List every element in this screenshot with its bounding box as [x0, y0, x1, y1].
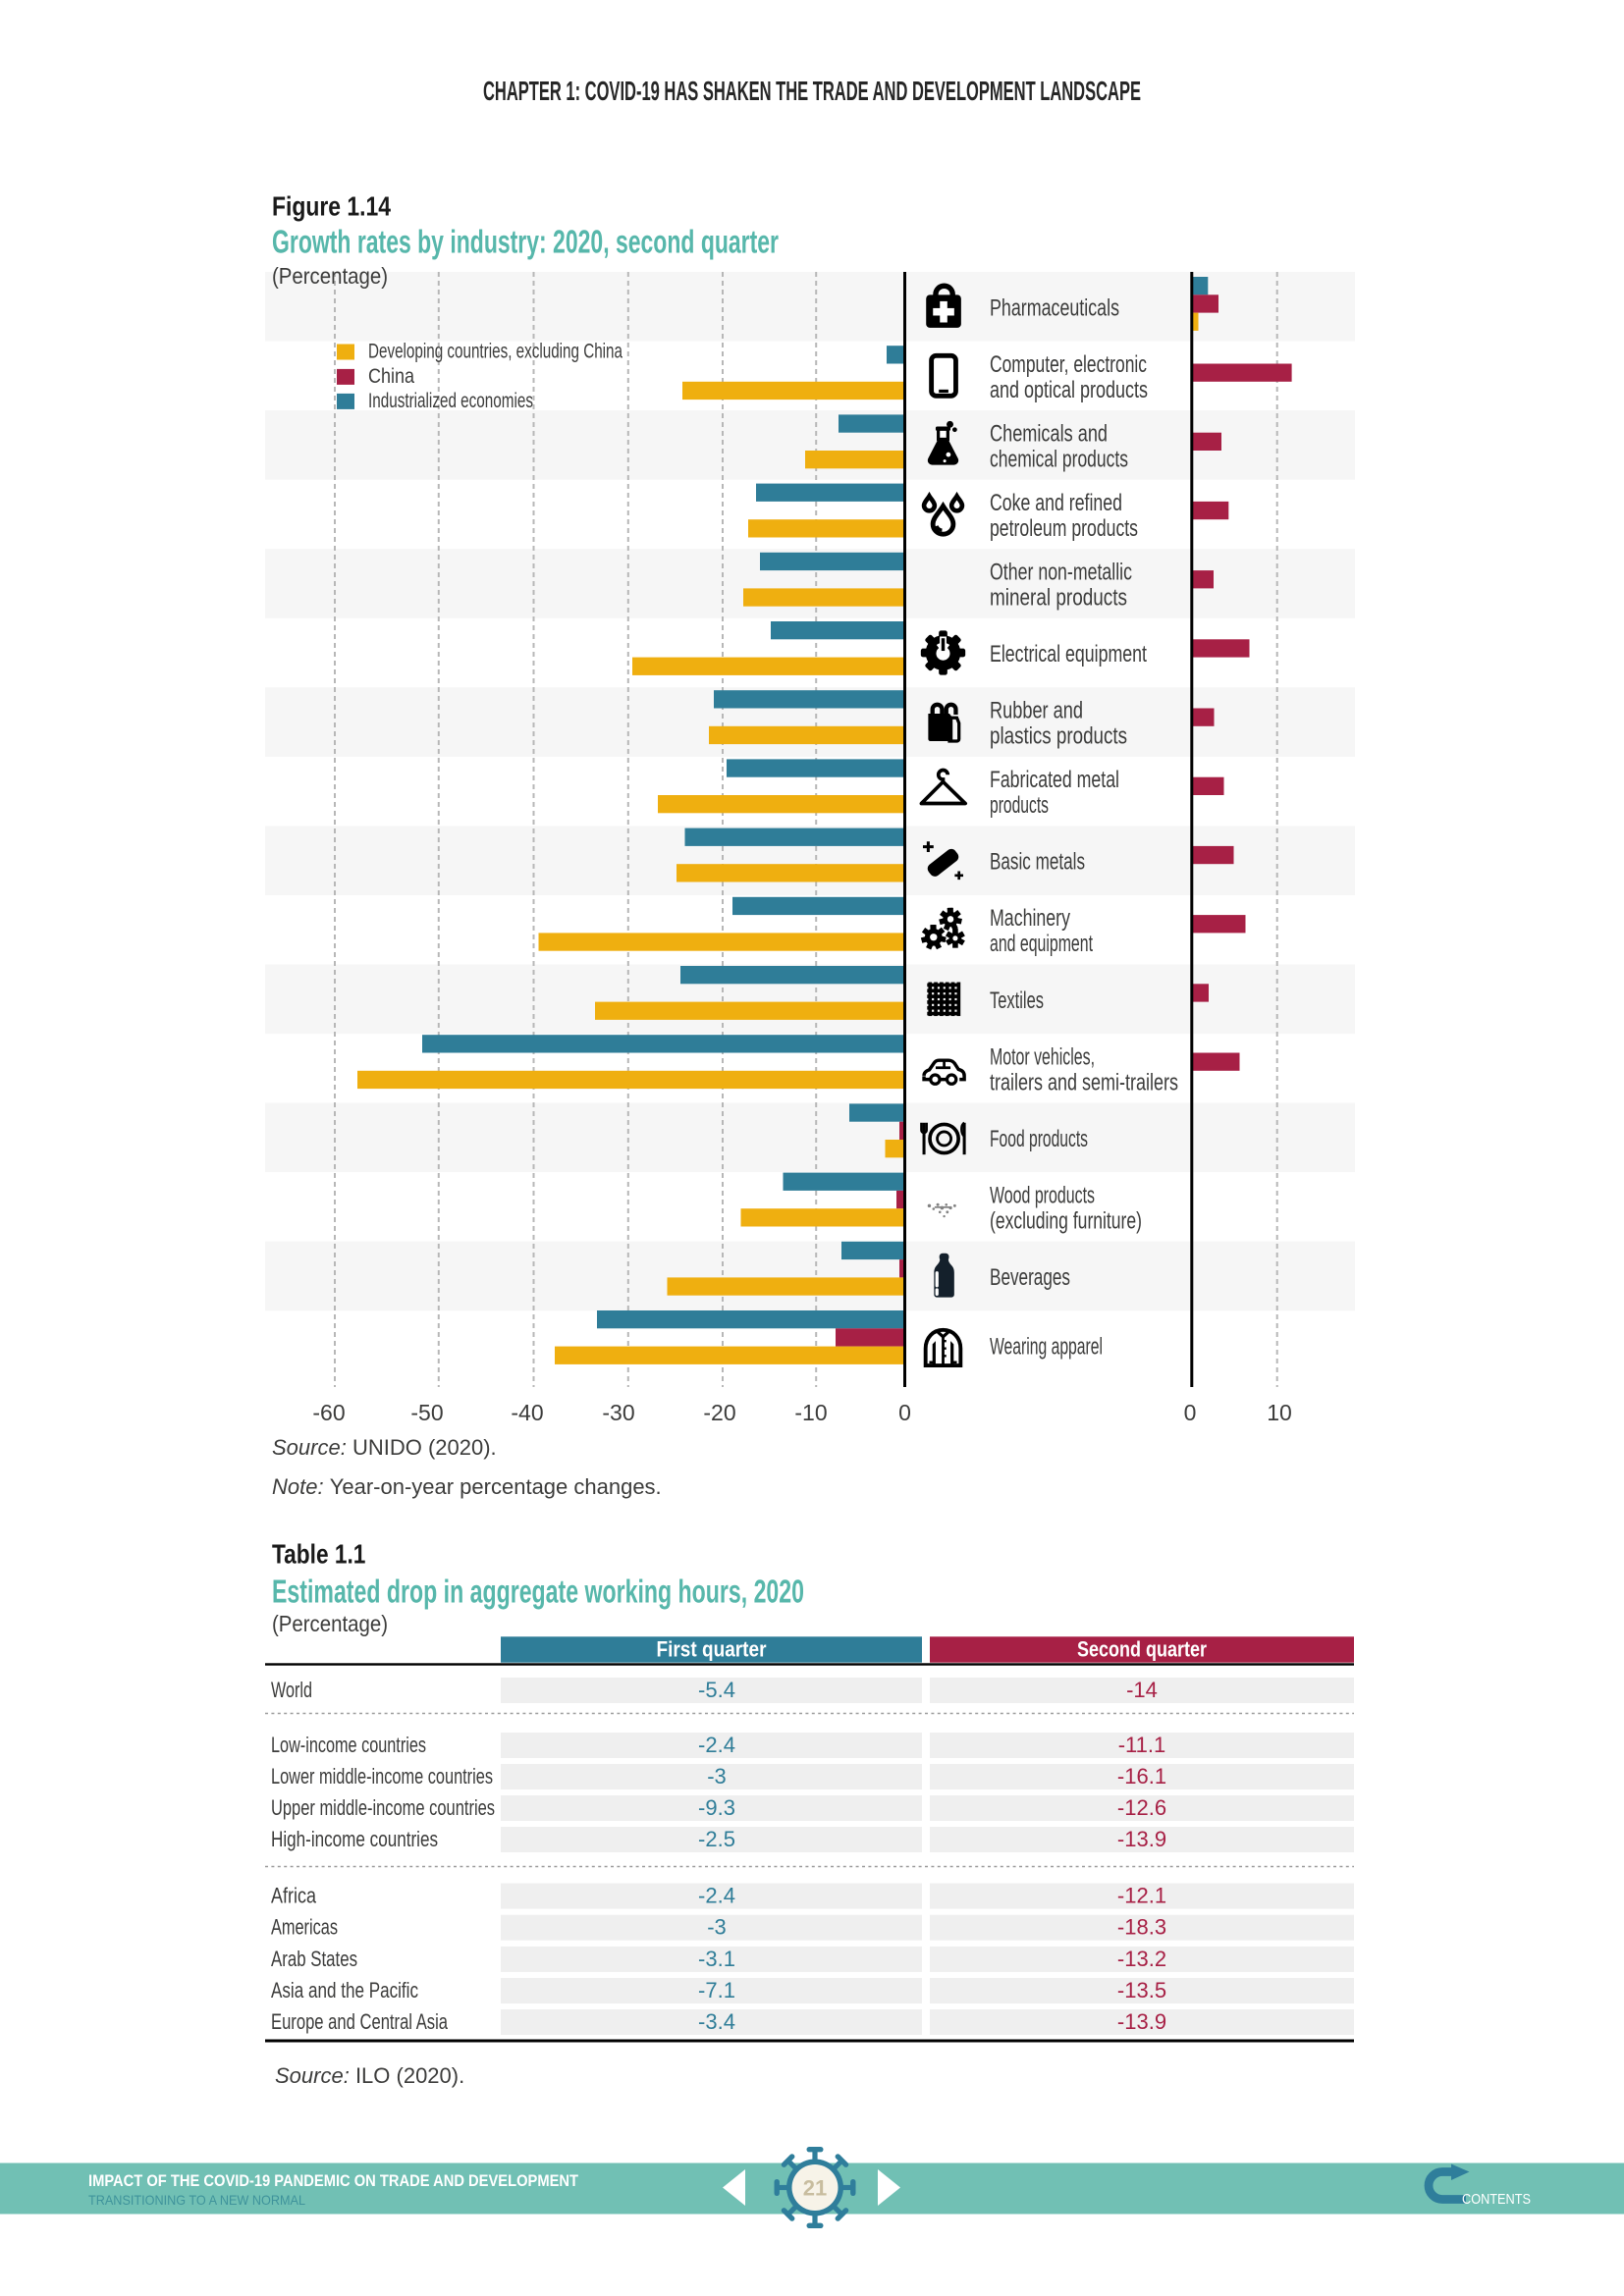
svg-text:Rubber and: Rubber and: [990, 698, 1083, 724]
svg-text:Europe and Central Asia: Europe and Central Asia: [271, 2009, 449, 2034]
svg-text:Africa: Africa: [271, 1884, 317, 1908]
svg-text:-2.4: -2.4: [698, 1884, 735, 1908]
svg-text:(Percentage): (Percentage): [272, 263, 388, 289]
svg-text:-50: -50: [410, 1400, 443, 1425]
svg-text:High-income countries: High-income countries: [271, 1827, 438, 1851]
svg-text:Source: ILO (2020).: Source: ILO (2020).: [275, 2063, 464, 2088]
svg-text:-9.3: -9.3: [698, 1795, 735, 1820]
svg-text:21: 21: [803, 2176, 827, 2201]
svg-text:10: 10: [1267, 1400, 1292, 1425]
svg-text:Low-income countries: Low-income countries: [271, 1733, 426, 1757]
svg-text:IMPACT OF THE COVID-19 PANDEMI: IMPACT OF THE COVID-19 PANDEMIC ON TRADE…: [88, 2171, 579, 2190]
svg-text:-40: -40: [511, 1400, 543, 1425]
svg-text:Basic metals: Basic metals: [990, 849, 1085, 876]
svg-text:Lower middle-income countries: Lower middle-income countries: [271, 1764, 493, 1789]
svg-text:-18.3: -18.3: [1117, 1915, 1166, 1940]
svg-text:-3.4: -3.4: [698, 2009, 735, 2034]
svg-text:petroleum products: petroleum products: [990, 515, 1138, 542]
svg-text:Food products: Food products: [990, 1126, 1088, 1152]
svg-text:and equipment: and equipment: [990, 931, 1093, 957]
svg-text:Wearing apparel: Wearing apparel: [990, 1334, 1103, 1361]
svg-text:Other non-metallic: Other non-metallic: [990, 560, 1132, 586]
svg-text:chemical products: chemical products: [990, 446, 1128, 472]
svg-text:Asia and the Pacific: Asia and the Pacific: [271, 1978, 418, 2002]
svg-text:Wood products: Wood products: [990, 1182, 1095, 1208]
svg-text:-20: -20: [703, 1400, 735, 1425]
svg-text:China: China: [368, 365, 414, 388]
svg-text:Arab States: Arab States: [271, 1947, 357, 1971]
svg-text:Source: UNIDO (2020).: Source: UNIDO (2020).: [272, 1435, 497, 1460]
svg-text:Coke and refined: Coke and refined: [990, 490, 1122, 516]
svg-text:CHAPTER 1: COVID-19 HAS SHAKEN: CHAPTER 1: COVID-19 HAS SHAKEN THE TRADE…: [483, 76, 1141, 106]
svg-text:-2.4: -2.4: [698, 1733, 735, 1757]
svg-text:Chemicals and: Chemicals and: [990, 420, 1108, 447]
svg-text:-13.9: -13.9: [1117, 2009, 1166, 2034]
svg-text:products: products: [990, 792, 1049, 819]
svg-text:Beverages: Beverages: [990, 1264, 1070, 1291]
svg-text:-2.5: -2.5: [698, 1827, 735, 1851]
svg-text:-12.6: -12.6: [1117, 1795, 1166, 1820]
svg-text:-11.1: -11.1: [1118, 1733, 1166, 1757]
svg-text:Pharmaceuticals: Pharmaceuticals: [990, 294, 1119, 321]
svg-text:First quarter: First quarter: [657, 1637, 767, 1662]
svg-text:-12.1: -12.1: [1117, 1884, 1166, 1908]
svg-text:-14: -14: [1126, 1678, 1158, 1702]
svg-text:Note: Year-on-year percentage: Note: Year-on-year percentage changes.: [272, 1474, 662, 1499]
svg-text:Second quarter: Second quarter: [1077, 1637, 1207, 1662]
svg-text:and optical products: and optical products: [990, 377, 1148, 403]
svg-text:Machinery: Machinery: [990, 905, 1070, 932]
svg-text:-3: -3: [707, 1915, 727, 1940]
svg-text:-13.5: -13.5: [1117, 1978, 1166, 2002]
svg-text:Textiles: Textiles: [990, 988, 1044, 1014]
svg-text:0: 0: [1184, 1400, 1197, 1425]
svg-text:-5.4: -5.4: [698, 1678, 735, 1702]
svg-text:-30: -30: [602, 1400, 634, 1425]
svg-text:Computer, electronic: Computer, electronic: [990, 351, 1147, 378]
svg-text:plastics products: plastics products: [990, 723, 1127, 750]
svg-text:CONTENTS: CONTENTS: [1462, 2191, 1531, 2208]
svg-text:Estimated drop in aggregate wo: Estimated drop in aggregate working hour…: [272, 1574, 804, 1610]
svg-text:Growth rates by industry: 2020: Growth rates by industry: 2020, second q…: [272, 224, 779, 260]
svg-text:(Percentage): (Percentage): [272, 1611, 388, 1636]
svg-text:Industrialized economies: Industrialized economies: [368, 390, 533, 412]
svg-text:-3: -3: [707, 1764, 727, 1789]
svg-text:trailers and semi-trailers: trailers and semi-trailers: [990, 1069, 1178, 1095]
svg-text:-60: -60: [312, 1400, 345, 1425]
svg-text:Table 1.1: Table 1.1: [272, 1538, 365, 1569]
svg-text:TRANSITIONING TO A NEW NORMAL: TRANSITIONING TO A NEW NORMAL: [88, 2192, 305, 2208]
svg-text:-13.9: -13.9: [1117, 1827, 1166, 1851]
svg-text:-7.1: -7.1: [698, 1978, 735, 2002]
svg-text:Fabricated metal: Fabricated metal: [990, 767, 1119, 793]
svg-text:-10: -10: [794, 1400, 827, 1425]
svg-text:Americas: Americas: [271, 1915, 338, 1940]
svg-text:Developing countries, excludin: Developing countries, excluding China: [368, 341, 623, 363]
svg-text:(excluding furniture): (excluding furniture): [990, 1207, 1142, 1234]
svg-text:Figure 1.14: Figure 1.14: [272, 191, 391, 222]
svg-text:World: World: [271, 1678, 312, 1702]
svg-text:-3.1: -3.1: [698, 1947, 735, 1971]
svg-text:-16.1: -16.1: [1117, 1764, 1166, 1789]
svg-text:Electrical equipment: Electrical equipment: [990, 641, 1147, 667]
svg-text:mineral products: mineral products: [990, 585, 1127, 612]
svg-text:0: 0: [898, 1400, 911, 1425]
svg-text:Upper middle-income countries: Upper middle-income countries: [271, 1795, 495, 1820]
svg-text:Motor vehicles,: Motor vehicles,: [990, 1043, 1095, 1070]
svg-text:-13.2: -13.2: [1117, 1947, 1166, 1971]
